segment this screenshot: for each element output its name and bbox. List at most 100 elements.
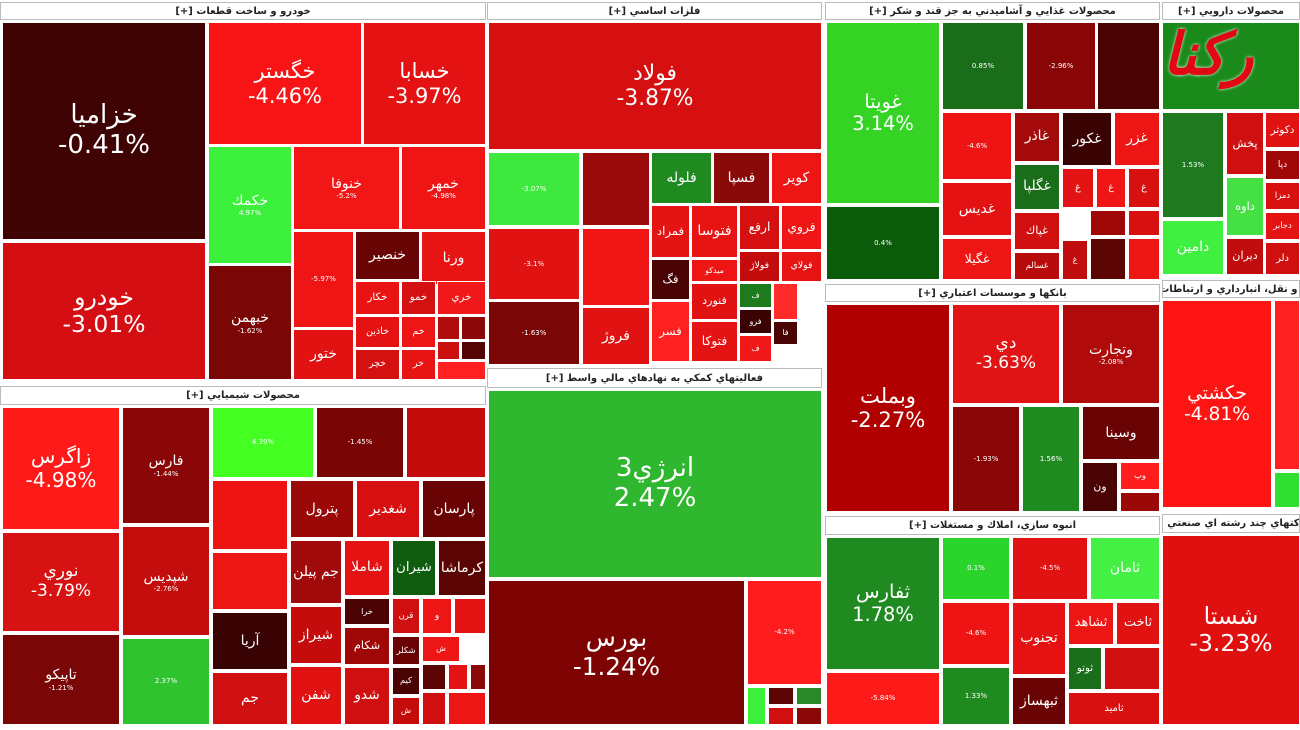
tile-change: -1.93% — [973, 454, 999, 463]
tile — [1090, 238, 1126, 280]
tile-symbol: خكمك — [231, 192, 269, 209]
tile-change: 0.1% — [967, 564, 985, 573]
tile — [1104, 647, 1160, 690]
tile: خمو — [401, 281, 436, 315]
tile: شپديس -2.76% — [122, 526, 210, 636]
tile-change: -3.87% — [616, 86, 694, 111]
tile-change: -3.23% — [1189, 629, 1273, 657]
tile-symbol: دكوثر — [1270, 123, 1295, 136]
tile-symbol: خبهمن — [230, 310, 270, 327]
tile — [422, 692, 446, 725]
tile: وبملت -2.27% — [826, 304, 950, 512]
tile-symbol: ش — [400, 705, 412, 716]
tile-symbol: ميدكو — [705, 265, 724, 275]
tile-symbol: فارس — [148, 453, 184, 470]
tile-symbol: دپا — [1277, 159, 1288, 170]
tile: غ — [1062, 168, 1094, 208]
tile-symbol: خمهر — [428, 175, 459, 192]
tile-symbol: ثوتو — [1076, 662, 1094, 674]
tile-symbol: شپديس — [143, 568, 189, 585]
tile-symbol: غسالم — [1025, 260, 1049, 271]
tile — [454, 598, 486, 634]
tile-symbol: داوه — [1235, 198, 1255, 213]
tile-symbol: شاملا — [351, 559, 383, 576]
tile: شفن — [290, 666, 342, 725]
tile: دامين — [1162, 220, 1224, 275]
tile-symbol: غ — [1108, 182, 1114, 193]
tile-symbol: كيم — [399, 675, 413, 686]
tile: 1.56% — [1022, 406, 1080, 512]
tile-symbol: خم — [412, 326, 425, 338]
tile-change: -3.07% — [521, 184, 547, 193]
tile: 0.1% — [942, 537, 1010, 600]
sector-title: انبوه سازي، املاك و مستغلات [+] — [909, 520, 1077, 531]
tile — [1274, 300, 1300, 470]
tile: خنصير — [355, 231, 420, 280]
tile-change: 4.39% — [251, 438, 275, 447]
tile-symbol: خاذين — [365, 326, 390, 338]
tile-change: -2.76% — [153, 585, 179, 594]
tile-change: 0.4% — [874, 238, 892, 247]
tile-symbol: ديران — [1232, 249, 1258, 263]
tile: وتجارت -2.08% — [1062, 304, 1160, 404]
tile-change: 1.53% — [1181, 160, 1205, 169]
tile-symbol: خنصير — [369, 247, 406, 264]
tile: شغدير — [356, 480, 420, 538]
tile — [1120, 492, 1160, 512]
tile-symbol: فتوسا — [697, 223, 732, 240]
tile-symbol: دمزا — [1274, 190, 1291, 201]
tile: فا — [773, 321, 798, 345]
tile: ميدكو — [691, 259, 738, 282]
tile-symbol: شغدير — [369, 500, 407, 517]
tile-change: -3.97% — [387, 83, 462, 108]
tile-symbol: آريا — [240, 632, 260, 649]
sector-header: محصولات شيميايي [+] — [0, 386, 486, 405]
tile-change: -3.63% — [975, 353, 1037, 373]
tile-change: -3.1% — [523, 259, 545, 268]
tile: ثاميد — [1068, 692, 1160, 725]
tile: نوري -3.79% — [2, 532, 120, 632]
tile: كيم — [392, 667, 420, 695]
tile-symbol: بورس — [585, 623, 648, 653]
tile-change: 1.78% — [852, 602, 914, 626]
tile: خر — [401, 349, 436, 380]
tile-symbol: غديس — [958, 200, 996, 217]
tile — [1274, 472, 1300, 508]
tile: دي -3.63% — [952, 304, 1060, 404]
tile: ثامان — [1090, 537, 1160, 600]
tile-symbol: پارسان — [433, 500, 475, 517]
tile: فولاژ — [739, 251, 780, 282]
tile: قرن — [392, 598, 420, 634]
tile — [796, 707, 822, 725]
tile-symbol: ثبهساز — [1019, 692, 1059, 709]
tile-symbol: خمو — [409, 292, 428, 304]
tile — [422, 664, 446, 690]
tile-symbol: دجابر — [1273, 220, 1292, 231]
tile-symbol: ثشاهد — [1074, 615, 1108, 631]
tile: پترول — [290, 480, 354, 538]
tile-change: -4.98% — [25, 467, 97, 492]
tile: فروژ — [582, 307, 650, 365]
tile-symbol: ش — [436, 644, 446, 654]
tile — [1097, 22, 1160, 110]
tile-symbol: غ — [1072, 255, 1078, 265]
tile-symbol: ارفع — [748, 220, 771, 235]
tile: فگ — [651, 259, 690, 300]
tile — [582, 152, 650, 226]
tile — [212, 552, 288, 610]
tile-change: -1.63% — [521, 328, 547, 337]
tile — [747, 687, 766, 725]
tile-symbol: كرماشا — [440, 559, 484, 576]
tile-symbol: فگ — [662, 271, 679, 286]
tile: 0.4% — [826, 206, 940, 280]
tile: وپ — [1120, 462, 1160, 490]
tile-symbol: وپ — [1134, 470, 1146, 481]
sector-title: حمل و نقل، انبارداري و ارتباطات [+] — [1162, 283, 1299, 295]
tile-symbol: شيران — [396, 560, 432, 576]
sector-title: محصولات شيميايي [+] — [186, 390, 300, 401]
tile-symbol: غويتا — [864, 89, 902, 113]
tile-symbol: ثفارس — [855, 580, 911, 604]
tile-symbol: دي — [995, 333, 1017, 354]
tile: خري — [437, 281, 486, 315]
